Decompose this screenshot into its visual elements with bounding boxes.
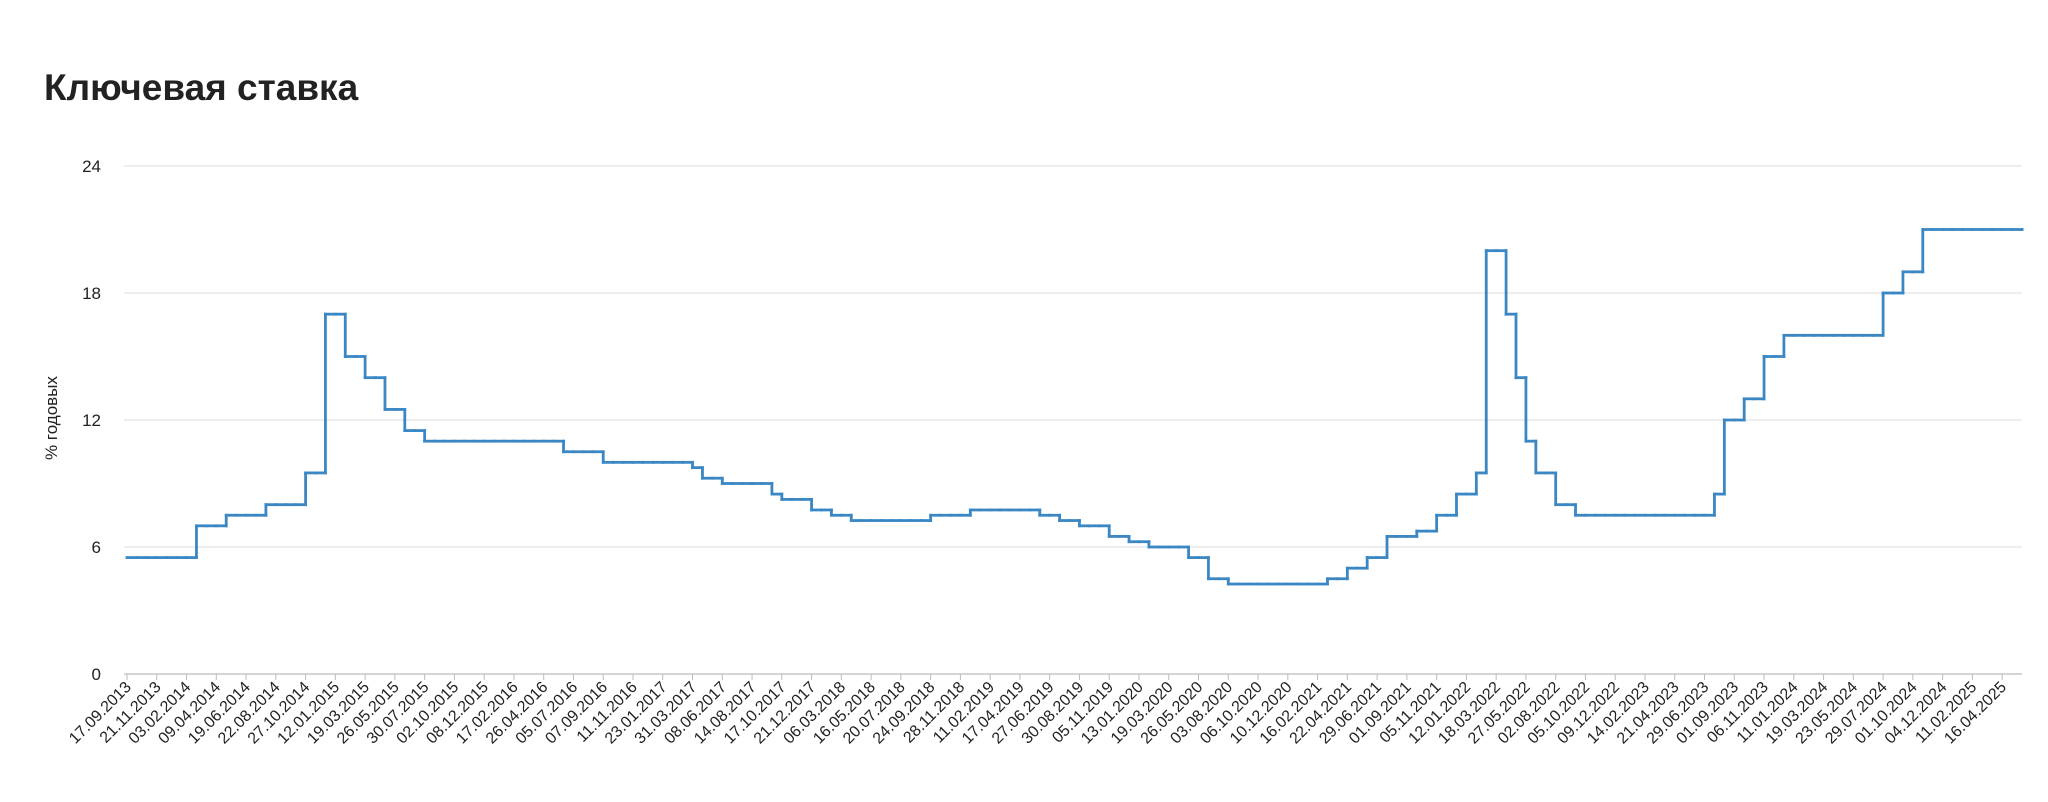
y-axis-label: % годовых	[42, 376, 61, 460]
y-tick-label: 0	[92, 665, 101, 684]
y-tick-label: 24	[82, 157, 101, 176]
y-tick-label: 6	[92, 538, 101, 557]
y-tick-label: 18	[82, 284, 101, 303]
chart-title: Ключевая ставка	[44, 67, 359, 108]
y-tick-label: 12	[82, 411, 101, 430]
